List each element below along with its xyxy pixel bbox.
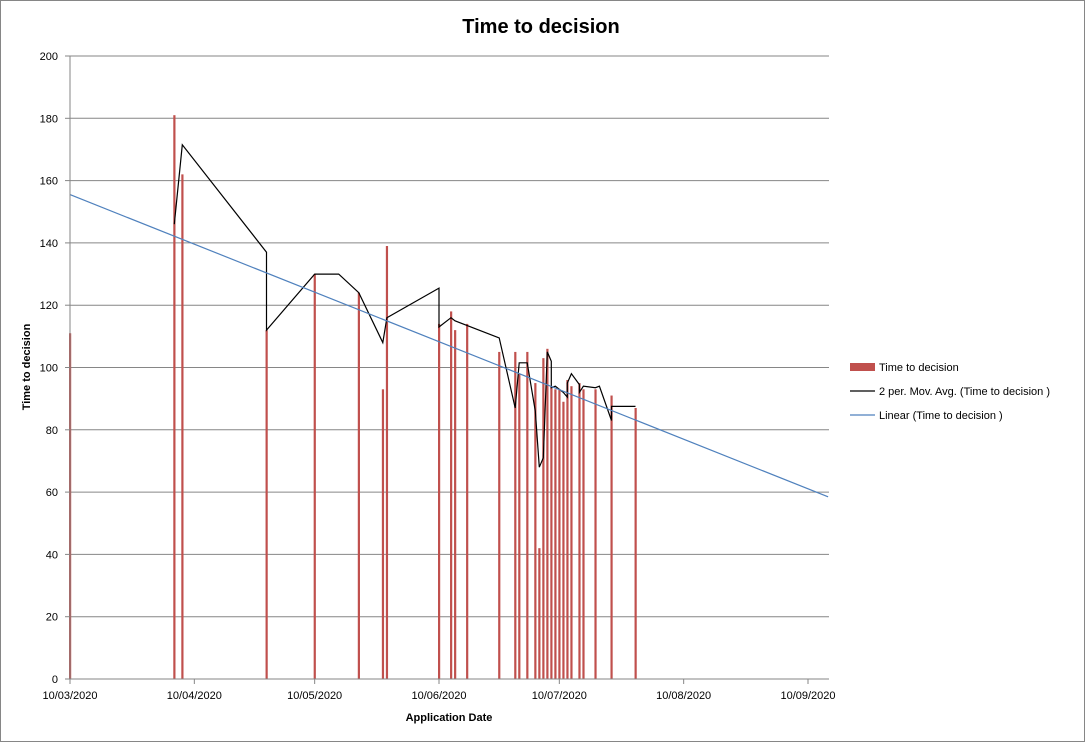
bar <box>634 407 637 679</box>
line-series <box>69 143 829 498</box>
bar <box>526 351 529 679</box>
bar <box>550 386 553 679</box>
bar <box>313 274 316 679</box>
bar <box>542 358 545 679</box>
y-tick-label: 140 <box>40 238 58 250</box>
y-axis-label: Time to decision <box>21 323 33 410</box>
bar <box>570 386 573 679</box>
legend: Time to decision 2 per. Mov. Avg. (Time … <box>850 362 1050 422</box>
legend-label: 2 per. Mov. Avg. (Time to decision ) <box>879 386 1050 398</box>
x-tick-label: 10/03/2020 <box>42 690 97 702</box>
moving-average-line <box>173 143 636 468</box>
bar <box>450 311 453 679</box>
bar <box>534 383 537 679</box>
linear-trendline <box>69 194 829 498</box>
x-tick-label: 10/05/2020 <box>287 690 342 702</box>
bar <box>558 389 561 679</box>
bar <box>578 383 581 679</box>
bar <box>438 323 441 679</box>
bar <box>610 395 613 679</box>
y-tick-label: 200 <box>40 51 58 63</box>
bar <box>566 379 569 679</box>
legend-label: Linear (Time to decision ) <box>879 410 1003 422</box>
x-axis-label: Application Date <box>406 712 493 724</box>
y-tick-label: 160 <box>40 176 58 188</box>
bar <box>546 348 549 679</box>
bar <box>173 115 176 679</box>
chart-title: Time to decision <box>462 16 619 38</box>
bar <box>265 330 268 679</box>
bar <box>181 174 184 679</box>
y-tick-label: 120 <box>40 300 58 312</box>
bar <box>538 548 541 679</box>
bar <box>357 292 360 679</box>
y-tick-label: 20 <box>46 612 58 624</box>
bar <box>562 401 565 679</box>
bar <box>385 246 389 679</box>
bar <box>454 330 457 679</box>
bar <box>381 389 385 679</box>
legend-label: Time to decision <box>879 362 959 374</box>
y-tick-label: 40 <box>46 549 58 561</box>
bar <box>498 351 501 679</box>
x-tick-label: 10/06/2020 <box>411 690 466 702</box>
bar <box>594 389 597 679</box>
y-tick-label: 80 <box>46 425 58 437</box>
axes: 0 20 40 60 80 100 120 140 160 180 200 10/03/2020 10/… <box>40 51 836 702</box>
bar <box>554 389 557 679</box>
x-tick-label: 10/04/2020 <box>167 690 222 702</box>
legend-swatch-bar <box>850 363 875 371</box>
x-tick-label: 10/09/2020 <box>780 690 835 702</box>
bar-series <box>69 115 637 679</box>
bar <box>518 373 521 679</box>
y-tick-label: 0 <box>52 674 58 686</box>
x-tick-label: 10/08/2020 <box>656 690 711 702</box>
x-tick-label: 10/07/2020 <box>532 690 587 702</box>
y-tick-label: 100 <box>40 363 58 375</box>
y-tick-label: 180 <box>40 113 58 125</box>
bar <box>466 323 469 679</box>
bar <box>514 351 517 679</box>
y-tick-label: 60 <box>46 487 58 499</box>
gridlines <box>70 55 829 618</box>
bar <box>582 389 585 679</box>
